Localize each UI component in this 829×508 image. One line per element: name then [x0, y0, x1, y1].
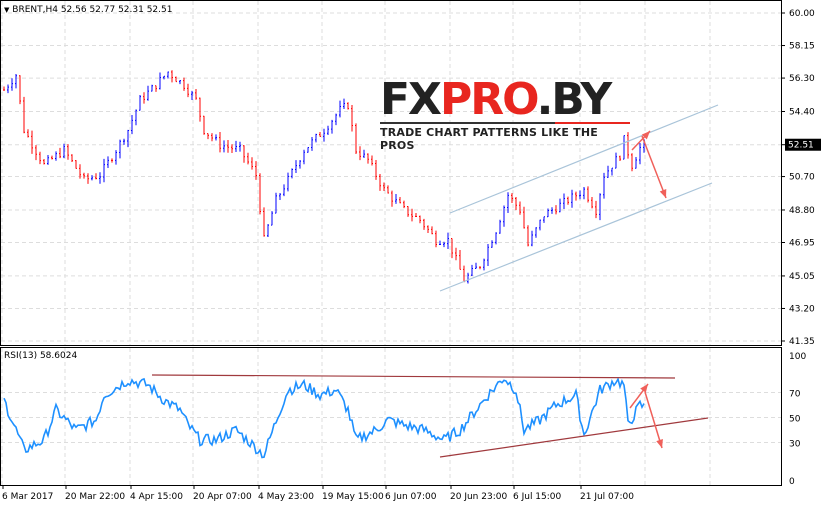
- time-label: 20 Mar 22:00: [65, 492, 125, 502]
- rsi-resistance-line: [151, 374, 676, 379]
- time-label: 20 Apr 07:00: [193, 492, 252, 502]
- rsi-pane: [0, 347, 782, 486]
- price-tick-label: 43.20: [789, 304, 815, 314]
- price-tick-label: 41.35: [789, 337, 815, 347]
- price-tick-label: 50.70: [789, 173, 815, 183]
- time-label: 4 May 23:00: [258, 492, 314, 502]
- rsi-tick-label: 0: [789, 477, 795, 487]
- price-tick-label: 46.95: [789, 239, 815, 249]
- current-price-label: 52.51: [788, 141, 814, 151]
- time-label: 6 Mar 2017: [2, 492, 53, 502]
- rsi-tick-label: 70: [789, 390, 801, 400]
- price-tick-label: 56.30: [789, 74, 815, 84]
- down-arrow-head: [659, 189, 667, 198]
- rsi-support-line: [439, 417, 709, 458]
- channel-upper-line: [449, 104, 719, 214]
- price-pane: [0, 0, 782, 346]
- symbol-header: ▼ BRENT,H4 52.56 52.77 52.31 52.51: [4, 5, 172, 15]
- fxpro-logo: FXPRO.BY TRADE CHART PATTERNS LIKE THE P…: [380, 78, 630, 152]
- down-arrow: [641, 135, 667, 199]
- time-label: 6 Jun 07:00: [385, 492, 437, 502]
- rsi-header: RSI(13) 58.6024: [4, 351, 78, 361]
- price-tick-label: 48.80: [789, 206, 815, 216]
- rsi-down-arrow-head: [656, 439, 663, 448]
- rsi-line: [3, 376, 645, 459]
- rsi-tick-label: 100: [789, 352, 806, 362]
- rsi-up-arrow-head: [640, 384, 648, 393]
- rsi-tick-label: 50: [789, 415, 801, 425]
- time-label: 20 Jun 23:00: [450, 492, 507, 502]
- price-tick-label: 54.40: [789, 107, 815, 117]
- current-price-badge: [785, 138, 821, 151]
- channel-lower-line: [439, 182, 713, 292]
- time-label: 19 May 15:00: [322, 492, 384, 502]
- time-label: 21 Jul 07:00: [580, 492, 634, 502]
- time-label: 4 Apr 15:00: [130, 492, 183, 502]
- rsi-tick-label: 30: [789, 440, 801, 450]
- time-label: 6 Jul 15:00: [513, 492, 562, 502]
- up-arrow-head: [641, 131, 650, 140]
- price-tick-label: 60.00: [789, 9, 815, 19]
- price-tick-label: 45.05: [789, 272, 815, 282]
- rsi-down-arrow: [644, 391, 663, 449]
- price-tick-label: 58.15: [789, 42, 815, 52]
- triangle-down-icon[interactable]: ▼: [4, 6, 10, 14]
- symbol-info: BRENT,H4 52.56 52.77 52.31 52.51: [12, 5, 173, 15]
